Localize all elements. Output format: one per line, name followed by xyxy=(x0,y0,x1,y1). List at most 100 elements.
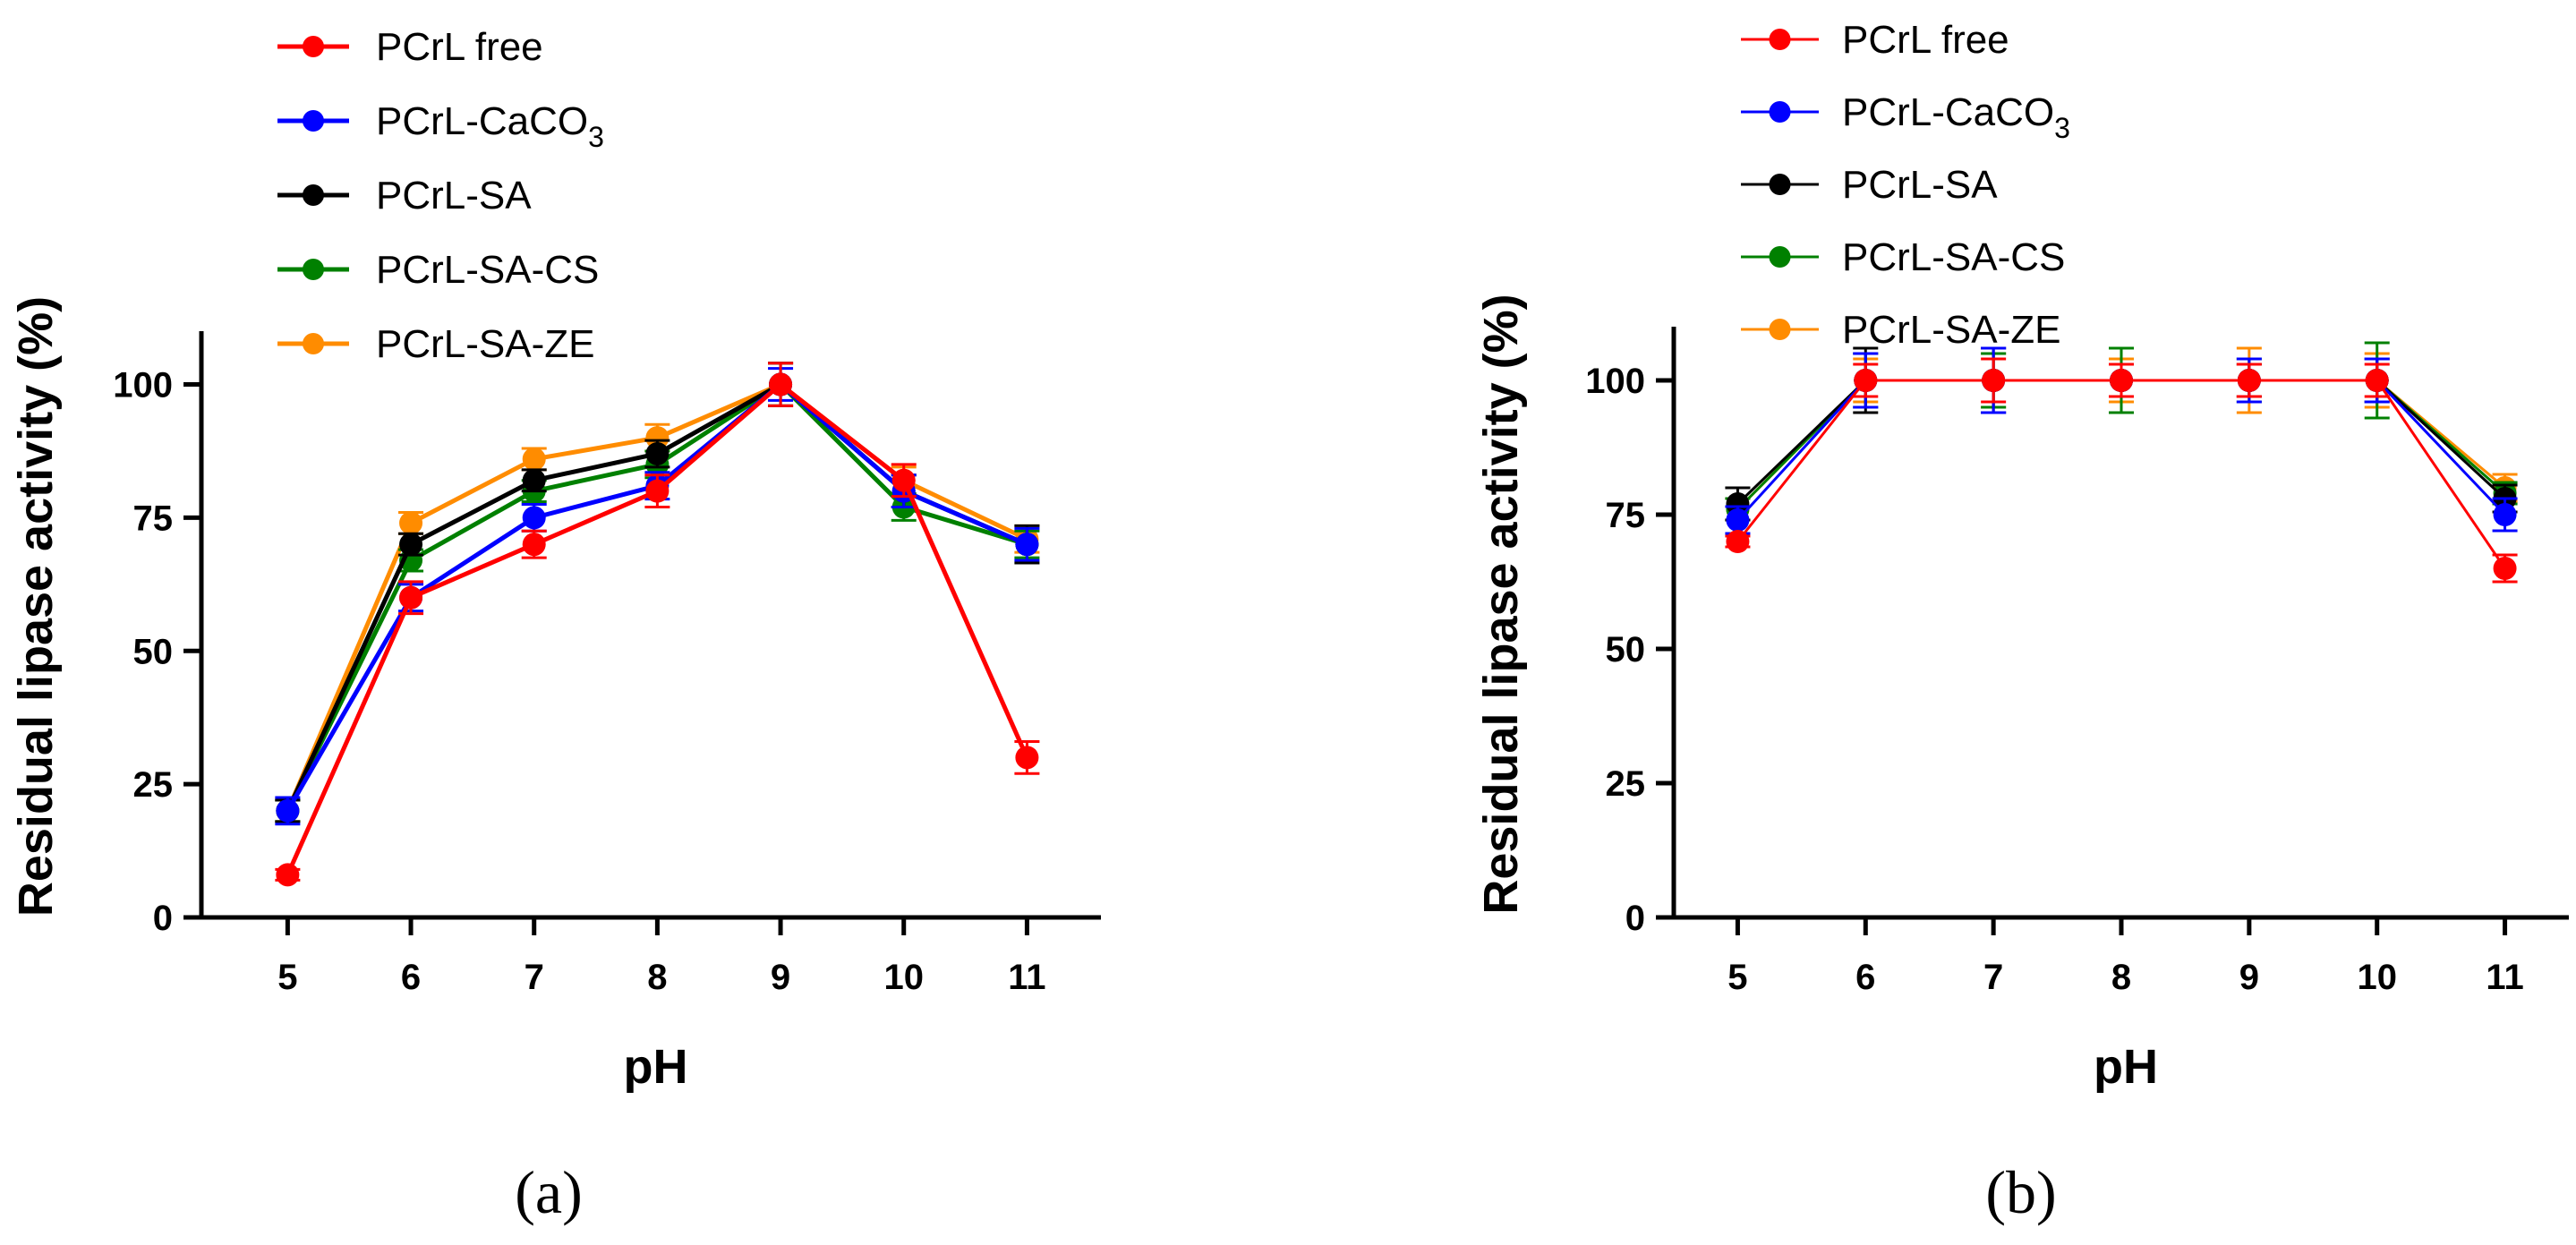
y-axis-title: Residual lipase activity (%) xyxy=(9,296,63,917)
legend-item: PCrL-SA-ZE xyxy=(277,322,594,366)
data-point xyxy=(1015,533,1039,557)
x-tick-label: 6 xyxy=(401,958,421,997)
legend-label-main: PCrL-SA xyxy=(1842,163,1998,207)
legend-label-main: PCrL-SA-ZE xyxy=(376,322,594,366)
panel-a-chart: 0 25 50 75 100 5 6 7 8 9 10 11 pH Residual lipase act… xyxy=(9,25,1101,1226)
x-tick-label: 8 xyxy=(2111,958,2131,997)
data-point xyxy=(522,506,546,530)
data-point xyxy=(891,468,916,492)
legend-label: PCrL-SA-ZE xyxy=(1842,308,2060,352)
series-line-segment xyxy=(409,478,535,547)
series-line-segment xyxy=(656,382,782,440)
legend-label: PCrL-SA-CS xyxy=(1842,235,2065,279)
panel-b-chart: 0 25 50 75 100 5 6 7 8 9 10 11 pH Residual lipase act… xyxy=(1474,18,2569,1226)
legend-swatch-marker xyxy=(1769,319,1791,340)
series-line-segment xyxy=(410,541,535,601)
series-pcrl-free xyxy=(1725,357,2518,584)
legend-label-main: PCrL-CaCO xyxy=(376,99,588,143)
legend-label-subscript: 3 xyxy=(2054,112,2070,144)
series-line-segment xyxy=(533,483,659,520)
x-tick-label: 11 xyxy=(2486,958,2523,997)
data-point xyxy=(276,863,300,887)
legend-item: PCrL-CaCO3 xyxy=(1741,90,2070,144)
series-line-segment xyxy=(655,382,782,493)
series-line-segment xyxy=(533,462,658,494)
legend-item: PCrL-SA xyxy=(277,174,532,217)
series-line-segment xyxy=(533,489,659,547)
data-point xyxy=(2237,369,2261,392)
legend-swatch-marker xyxy=(1769,101,1791,123)
data-point xyxy=(399,533,423,557)
legend-swatch-marker xyxy=(303,333,324,354)
data-point xyxy=(522,468,546,492)
legend-swatch-marker xyxy=(303,36,324,57)
series-line-segment xyxy=(1736,379,1867,542)
legend-label: PCrL-SA xyxy=(1842,163,1998,207)
x-tick-label: 5 xyxy=(277,958,297,997)
legend-label: PCrL-SA xyxy=(376,174,532,217)
data-point xyxy=(276,798,300,823)
y-tick-label: 100 xyxy=(113,366,173,405)
y-tick-label: 0 xyxy=(153,899,173,938)
legend-swatch-marker xyxy=(1769,174,1791,195)
legend-label-subscript: 3 xyxy=(588,121,604,153)
data-point xyxy=(2365,369,2389,392)
data-point xyxy=(645,426,670,450)
y-tick-label: 25 xyxy=(133,765,174,805)
data-point xyxy=(1015,746,1039,770)
legend-label-main: PCrL-SA xyxy=(376,174,532,217)
data-point xyxy=(1726,492,1750,516)
data-point xyxy=(522,447,546,471)
legend-item: PCrL free xyxy=(277,25,543,69)
legend-item: PCrL-SA-CS xyxy=(277,248,599,292)
legend-label-main: PCrL free xyxy=(1842,18,2009,62)
x-axis-title: pH xyxy=(2094,1040,2158,1094)
series-line-segment xyxy=(2376,379,2506,516)
y-tick-label: 75 xyxy=(133,499,174,538)
x-tick-label: 5 xyxy=(1727,958,1747,997)
data-point xyxy=(1982,369,2006,392)
data-point xyxy=(2493,557,2517,580)
legend-item: PCrL-CaCO3 xyxy=(277,99,604,153)
data-point xyxy=(399,511,423,535)
series-line-segment xyxy=(286,543,414,812)
legend-label-main: PCrL free xyxy=(376,25,543,69)
series-line-segment xyxy=(286,596,414,876)
legend-label: PCrL-SA-CS xyxy=(376,248,599,292)
series-line-segment xyxy=(901,479,1029,759)
series-line-segment xyxy=(286,596,414,813)
legend-item: PCrL-SA-CS xyxy=(1741,235,2065,279)
legend: PCrL free PCrL-CaCO3 PCrL-SA PCrL-SA-CS PCrL… xyxy=(1741,18,2070,352)
legend-swatch-marker xyxy=(303,184,324,206)
y-axis-title: Residual lipase activity (%) xyxy=(1474,294,1528,914)
legend-label: PCrL free xyxy=(1842,18,2009,62)
legend-label: PCrL free xyxy=(376,25,543,69)
legend-swatch-marker xyxy=(1769,246,1791,268)
x-tick-label: 7 xyxy=(1983,958,2003,997)
x-tick-label: 7 xyxy=(525,958,544,997)
series-line-segment xyxy=(2376,379,2506,569)
series-line-segment xyxy=(1736,379,1867,506)
data-point xyxy=(645,441,670,465)
series-line-segment xyxy=(533,451,658,483)
series-line-segment xyxy=(656,382,782,456)
y-tick-label: 25 xyxy=(1606,764,1646,804)
legend-label: PCrL-SA-ZE xyxy=(376,322,594,366)
series-line-segment xyxy=(902,489,1028,547)
series-line-segment xyxy=(409,456,535,525)
data-point xyxy=(2493,503,2517,526)
series-line-segment xyxy=(779,382,906,482)
x-tick-label: 6 xyxy=(1855,958,1875,997)
legend-label-main: PCrL-CaCO xyxy=(1842,90,2054,134)
y-tick-label: 0 xyxy=(1625,899,1645,938)
data-point xyxy=(522,533,546,557)
x-tick-label: 9 xyxy=(771,958,790,997)
series-line-segment xyxy=(409,516,536,600)
x-tick-label: 10 xyxy=(883,958,924,997)
data-point xyxy=(2110,369,2133,392)
legend-item: PCrL-SA-ZE xyxy=(1741,308,2060,352)
legend-swatch-marker xyxy=(303,259,324,280)
x-axis-title: pH xyxy=(624,1040,688,1094)
panel-label: (a) xyxy=(515,1158,582,1226)
